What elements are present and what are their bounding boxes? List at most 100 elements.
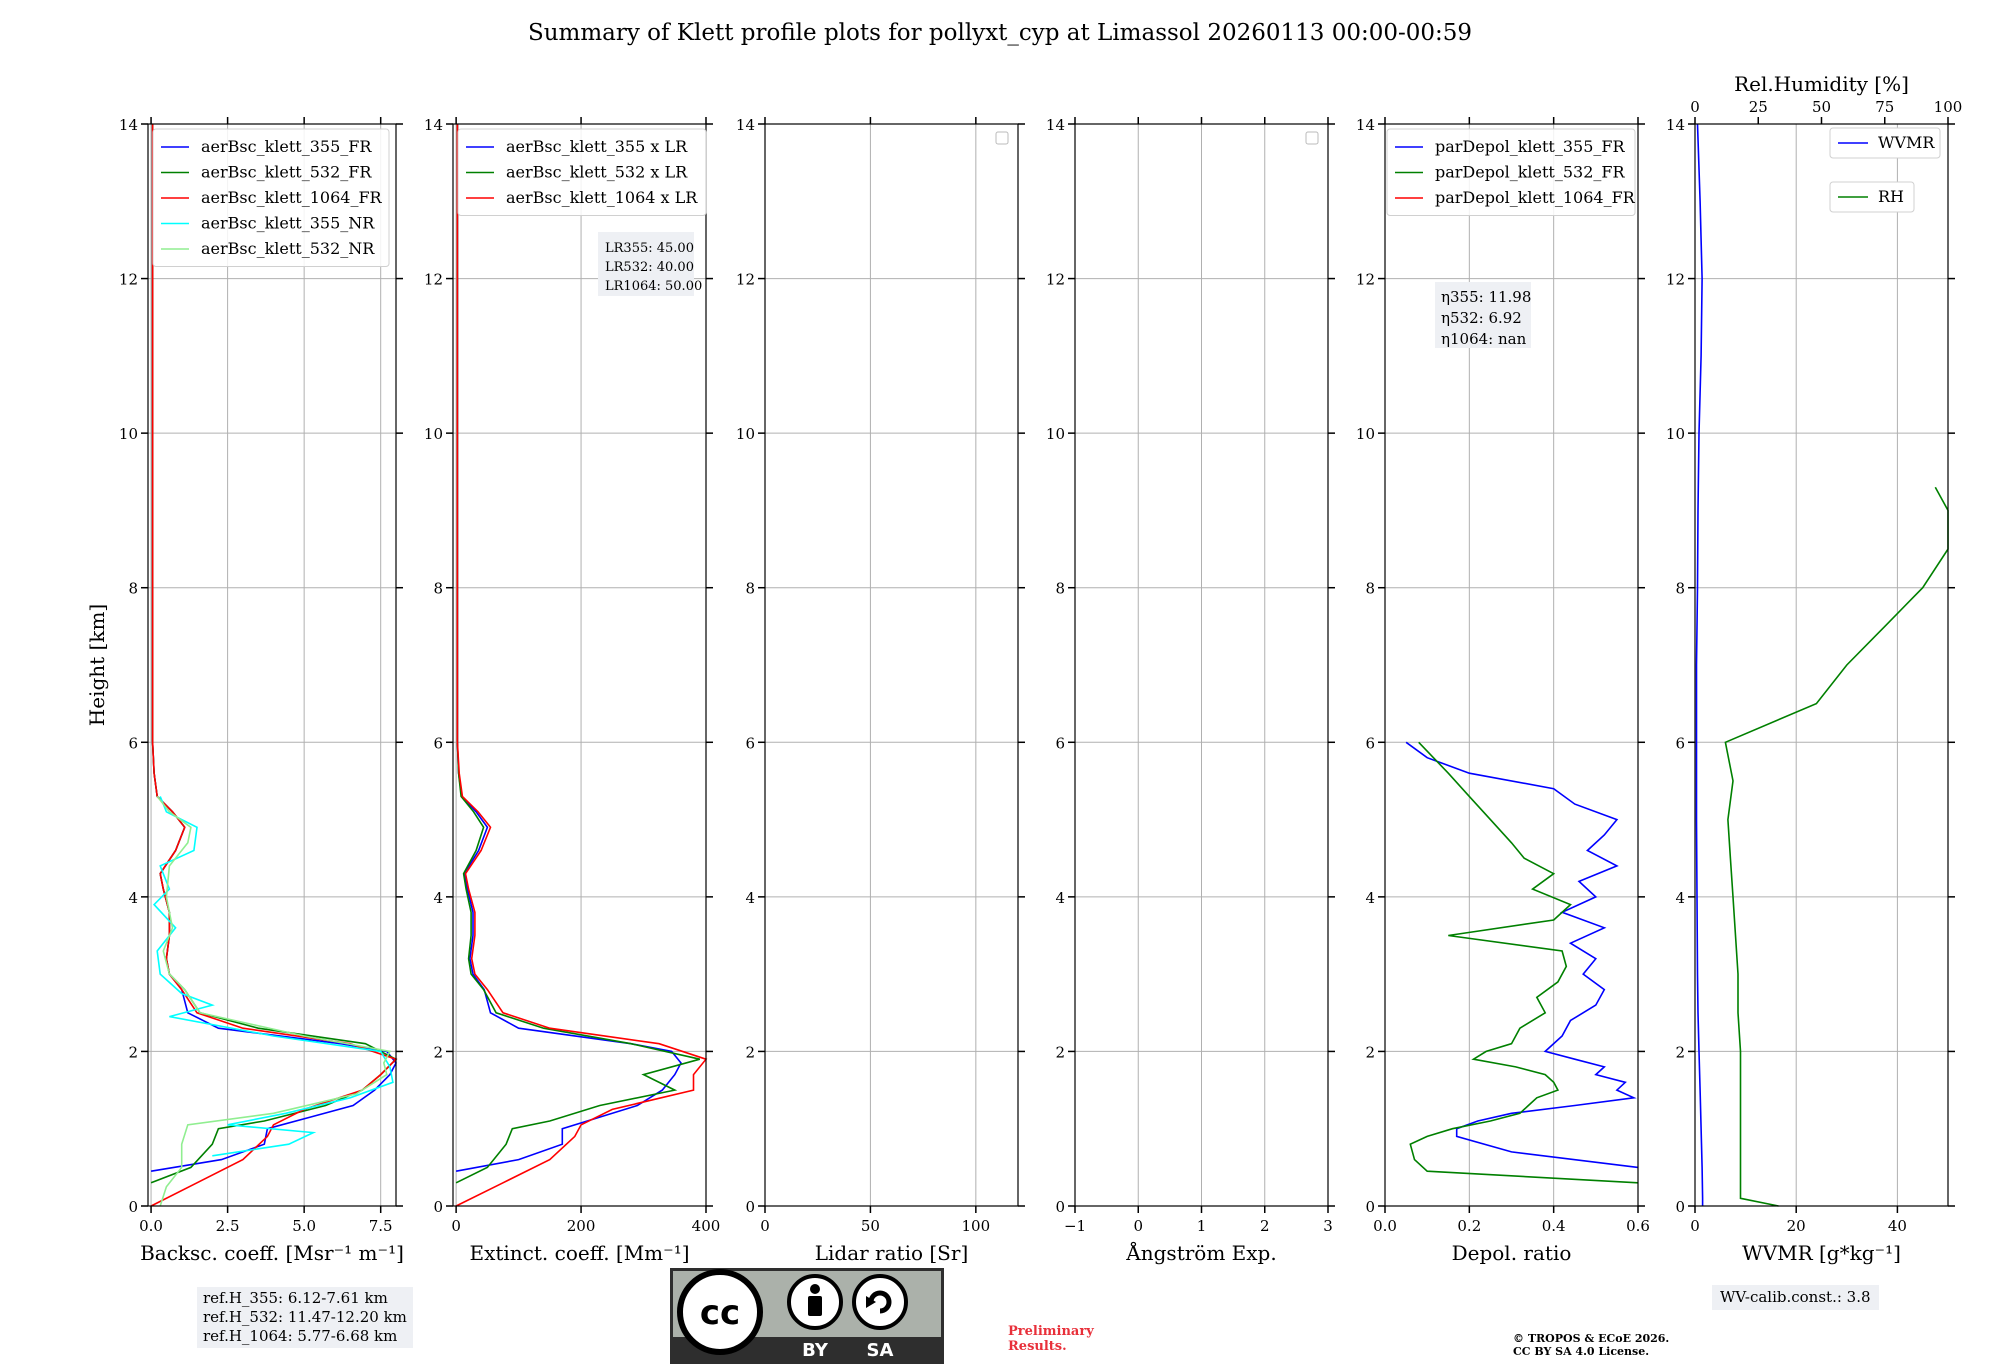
ref-height-532: ref.H_532: 11.47-12.20 km bbox=[203, 1308, 407, 1326]
series-line-aerBsc_klett_1064 x LR bbox=[455, 124, 708, 1207]
ref-height-1064: ref.H_1064: 5.77-6.68 km bbox=[203, 1327, 398, 1345]
copyright-line-2: CC BY SA 4.0 License. bbox=[1513, 1345, 1650, 1358]
figure-title: Summary of Klett profile plots for polly… bbox=[527, 20, 1473, 46]
legend: aerBsc_klett_355 x LR aerBsc_klett_532 x … bbox=[457, 128, 707, 216]
y-tick-label: 10 bbox=[736, 425, 755, 443]
legend-entry: aerBsc_klett_532_FR bbox=[201, 163, 372, 182]
y-tick-label: 10 bbox=[119, 425, 138, 443]
top-x-tick-label: 50 bbox=[1812, 98, 1831, 116]
empty-legend-box bbox=[1305, 131, 1319, 145]
x-tick-label: −1 bbox=[1064, 1217, 1086, 1235]
ref-height-355: ref.H_355: 6.12-7.61 km bbox=[203, 1289, 388, 1307]
legend-entry: aerBsc_klett_532 x LR bbox=[506, 163, 688, 182]
wv-calibration-text: WV-calib.const.: 3.8 bbox=[1720, 1288, 1871, 1306]
legend-entry: parDepol_klett_1064_FR bbox=[1435, 188, 1636, 207]
preliminary-line-2: Results. bbox=[1008, 1339, 1067, 1354]
y-tick-label: 6 bbox=[433, 734, 443, 752]
y-tick-label: 10 bbox=[1356, 425, 1375, 443]
x-tick-label: 3 bbox=[1323, 1217, 1333, 1235]
y-tick-label: 0 bbox=[1675, 1198, 1685, 1216]
top-x-tick-label: 100 bbox=[1934, 98, 1963, 116]
y-tick-label: 2 bbox=[1055, 1043, 1065, 1061]
plot-frame bbox=[147, 123, 397, 1207]
x-axis-label: Lidar ratio [Sr] bbox=[815, 1241, 969, 1265]
legend-entry: aerBsc_klett_1064_FR bbox=[201, 188, 383, 207]
y-tick-label: 6 bbox=[745, 734, 755, 752]
y-tick-label: 14 bbox=[119, 116, 138, 134]
x-tick-label: 0.0 bbox=[1373, 1217, 1397, 1235]
y-tick-label: 6 bbox=[1365, 734, 1375, 752]
series-line-parDepol_klett_532_FR bbox=[1409, 741, 1639, 1184]
y-tick-label: 14 bbox=[1356, 116, 1375, 134]
y-tick-label: 8 bbox=[745, 580, 755, 598]
legend-entry: aerBsc_klett_1064 x LR bbox=[506, 188, 698, 207]
cc-logo-icon bbox=[677, 1269, 763, 1355]
x-tick-label: 0 bbox=[1690, 1217, 1700, 1235]
y-tick-label: 12 bbox=[736, 271, 755, 289]
y-tick-label: 14 bbox=[736, 116, 755, 134]
series-line-aerBsc_klett_1064_FR bbox=[150, 124, 398, 1207]
y-tick-label: 4 bbox=[128, 889, 138, 907]
y-tick-label: 10 bbox=[424, 425, 443, 443]
x-tick-label: 0.4 bbox=[1542, 1217, 1566, 1235]
y-tick-label: 4 bbox=[1675, 889, 1685, 907]
x-tick-label: 20 bbox=[1787, 1217, 1806, 1235]
y-tick-label: 12 bbox=[1356, 271, 1375, 289]
plot-frame bbox=[1694, 123, 1949, 1207]
reference-height-box: ref.H_355: 6.12-7.61 km ref.H_532: 11.47… bbox=[197, 1287, 413, 1348]
x-tick-label: 0.2 bbox=[1457, 1217, 1481, 1235]
legend-entry: parDepol_klett_532_FR bbox=[1435, 163, 1626, 182]
y-tick-label: 2 bbox=[128, 1043, 138, 1061]
plot-frame bbox=[1384, 123, 1639, 1207]
lr-value: LR355: 45.00 bbox=[605, 241, 694, 256]
y-tick-label: 8 bbox=[1365, 580, 1375, 598]
x-tick-label: 50 bbox=[861, 1217, 880, 1235]
eta-value: η1064: nan bbox=[1441, 330, 1527, 348]
eta-annotation: η355: 11.98 η532: 6.92 η1064: nan bbox=[1435, 282, 1531, 348]
x-tick-label: 40 bbox=[1888, 1217, 1907, 1235]
series-line-aerBsc_klett_532_NR bbox=[156, 795, 392, 1207]
y-tick-label: 2 bbox=[745, 1043, 755, 1061]
legend-entry: aerBsc_klett_355_NR bbox=[201, 214, 375, 233]
y-tick-label: 0 bbox=[433, 1198, 443, 1216]
panel-backscatter: 0 2 4 6 8 10 12 14 0.0 2.5 5.0 7.5 Backsc. coeff. [M… bbox=[119, 116, 404, 1265]
y-tick-label: 8 bbox=[1675, 580, 1685, 598]
y-tick-label: 8 bbox=[433, 580, 443, 598]
x-tick-label: 0.6 bbox=[1626, 1217, 1650, 1235]
cc-license-badge: cc BY SA bbox=[670, 1268, 944, 1364]
series-line-WVMR bbox=[1695, 123, 1704, 1206]
plot-frame bbox=[764, 123, 1019, 1207]
empty-legend-box bbox=[995, 131, 1009, 145]
y-tick-label: 4 bbox=[1365, 889, 1375, 907]
preliminary-note: Preliminary Results. bbox=[1008, 1324, 1094, 1354]
legend-box bbox=[1829, 127, 1941, 159]
y-tick-label: 2 bbox=[1675, 1043, 1685, 1061]
y-tick-label: 4 bbox=[1055, 889, 1065, 907]
cc-by-label: BY bbox=[802, 1340, 829, 1361]
cc-sa-label: SA bbox=[867, 1340, 894, 1361]
top-x-tick-label: 25 bbox=[1749, 98, 1768, 116]
x-tick-label: 0 bbox=[760, 1217, 770, 1235]
copyright-note: © TROPOS & ECoE 2026. CC BY SA 4.0 Licen… bbox=[1513, 1332, 1669, 1358]
legend: aerBsc_klett_355_FR aerBsc_klett_532_FRae… bbox=[152, 128, 390, 267]
lr-value: LR1064: 50.00 bbox=[605, 279, 702, 294]
x-tick-label: 2.5 bbox=[216, 1217, 240, 1235]
y-tick-label: 0 bbox=[1365, 1198, 1375, 1216]
legend-entry: aerBsc_klett_355_FR bbox=[201, 137, 372, 156]
y-tick-label: 0 bbox=[1055, 1198, 1065, 1216]
y-tick-label: 12 bbox=[1046, 271, 1065, 289]
panel-depol: 0 2 4 6 8 10 12 14 0.0 0.2 0.4 0.6 Depol. ratio parDe… bbox=[1356, 116, 1650, 1265]
y-tick-label: 6 bbox=[128, 734, 138, 752]
plot-frame bbox=[452, 123, 707, 1207]
eta-value: η532: 6.92 bbox=[1441, 309, 1522, 327]
x-tick-label: 7.5 bbox=[369, 1217, 393, 1235]
x-tick-label: 100 bbox=[962, 1217, 991, 1235]
y-tick-label: 12 bbox=[119, 271, 138, 289]
y-tick-label: 10 bbox=[1046, 425, 1065, 443]
x-tick-label: 5.0 bbox=[292, 1217, 316, 1235]
lidar-ratio-annotation: LR355: 45.00 LR532: 40.00 LR1064: 50.00 bbox=[598, 232, 702, 296]
x-axis-label: Ångström Exp. bbox=[1125, 1240, 1276, 1265]
